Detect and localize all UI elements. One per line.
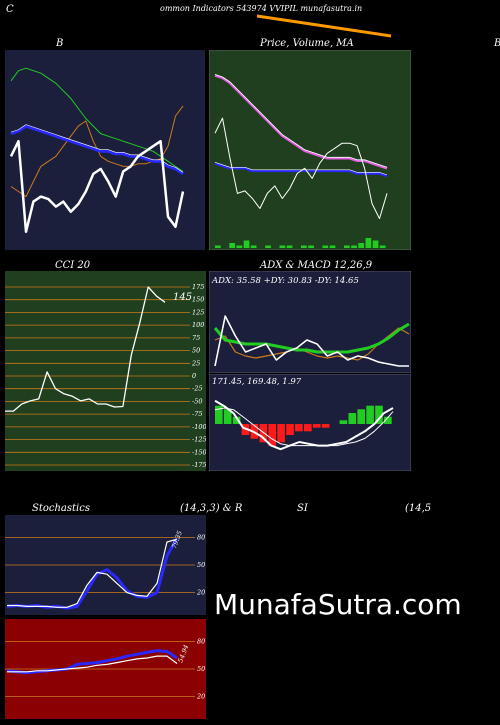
volume-bar: [243, 240, 250, 248]
cci-tick-label: 100: [192, 321, 204, 329]
plus-di-line: [213, 322, 410, 354]
cci-panel-title: CCI 20: [55, 260, 91, 271]
volume-bar: [351, 245, 357, 248]
volume-bar: [372, 240, 379, 248]
stoch-tick-label: 50: [197, 561, 205, 569]
stoch-signal-line: [7, 538, 178, 608]
cci-tick-label: -50: [192, 397, 202, 405]
macd-histogram-bar: [304, 424, 312, 432]
volume-bar: [344, 245, 350, 248]
cci-tick-label: 25: [191, 359, 200, 367]
stoch-title-mid: (14,3,3) & R: [180, 503, 243, 514]
macd-signal-line: [214, 407, 394, 447]
stoch-main-line: [6, 537, 179, 610]
cci-tick-label: 50: [192, 347, 200, 355]
ma-long-outline: [214, 74, 388, 168]
cci-tick-label: 75: [192, 334, 200, 342]
cci-tick-label: -175: [192, 461, 206, 469]
rsi-title: SI: [297, 503, 308, 514]
volume-bar: [236, 245, 243, 248]
volume-bar: [365, 238, 372, 248]
volume-bar: [250, 245, 257, 248]
header-decoration-stroke: [256, 14, 392, 38]
rsi-tick-label: 80: [197, 637, 205, 645]
stoch-tick-label: 80: [197, 533, 205, 541]
macd-histogram-bar: [339, 420, 348, 424]
cci-tick-label: -75: [192, 410, 202, 418]
volume-bar: [329, 245, 336, 248]
rsi-tick-label: 20: [196, 693, 205, 701]
macd-histogram-bar: [223, 409, 232, 424]
macd-histogram-bar: [321, 424, 330, 428]
macd-histogram-bar: [259, 424, 268, 443]
volume-bar: [265, 245, 271, 248]
volume-bar: [229, 243, 235, 248]
macd-histogram-bar: [286, 424, 294, 435]
adx-panel: ADX: 35.58 +DY: 30.83 -DY: 14.65: [209, 271, 411, 373]
macd-histogram-bar: [277, 424, 285, 443]
bb-upper-band-line: [10, 67, 184, 172]
adx-readout: ADX: 35.58 +DY: 30.83 -DY: 14.65: [211, 276, 359, 286]
rsi-signal-line: [7, 655, 178, 673]
ma-long-line: [214, 74, 388, 170]
bb-panel: [5, 50, 205, 250]
macd-line: [214, 399, 394, 451]
macd-histogram-bar: [366, 405, 374, 424]
price-panel: [209, 50, 411, 250]
rsi-title-right: (14,5: [405, 503, 432, 514]
price-close-line: [214, 117, 388, 220]
macd-histogram-bar: [312, 424, 321, 428]
cci-tick-label: 125: [192, 308, 204, 316]
right-edge-title: B: [494, 38, 500, 49]
cci-tick-label: 175: [192, 283, 204, 291]
price-panel-title: Price, Volume, MA: [260, 38, 354, 49]
cci-tick-label: 150: [192, 296, 204, 304]
macd-histogram-bar: [295, 424, 303, 432]
bb-middle-band-outline: [10, 124, 184, 173]
macd-histogram-bar: [384, 416, 392, 424]
rsi-tick-label: 50: [197, 665, 205, 673]
adx-panel-title: ADX & MACD 12,26,9: [260, 260, 373, 271]
macd-histogram-bar: [357, 409, 365, 424]
volume-bar: [301, 245, 307, 248]
cci-value-label: 145: [173, 292, 192, 303]
header-left-char: C: [6, 4, 14, 15]
volume-bar: [322, 245, 329, 248]
macd-histogram-bar: [232, 416, 241, 424]
stoch-title-left: Stochastics: [32, 503, 90, 514]
macd-histogram-bar: [268, 424, 276, 446]
cci-tick-label: 0: [192, 372, 196, 380]
minus-di-line: [214, 315, 409, 367]
volume-bar: [358, 243, 364, 248]
macd-histogram-bar: [215, 405, 223, 424]
macd-panel: 171.45, 169.48, 1.97: [209, 374, 411, 471]
cci-tick-label: -125: [192, 436, 206, 444]
volume-bar: [215, 245, 221, 248]
cci-tick-label: -25: [192, 385, 202, 393]
macd-histogram-bar: [375, 405, 383, 424]
rsi-main-line: [6, 649, 178, 675]
brand-watermark: MunafaSutra.com: [214, 588, 462, 621]
cci-line: [5, 286, 166, 412]
bb-price-line: [9, 139, 185, 234]
macd-histogram-bar: [348, 413, 357, 424]
stoch-tick-label: 20: [196, 589, 205, 597]
volume-bar: [308, 245, 314, 248]
ma-mid-outline: [214, 162, 388, 176]
macd-readout: 171.45, 169.48, 1.97: [212, 377, 302, 387]
bb-panel-title: B: [56, 38, 64, 49]
cci-tick-label: -150: [192, 448, 206, 456]
bb-middle-band-line: [10, 124, 184, 176]
cci-panel: 175 150 125 100 75 50 25 0 -25 -50 -75 -100 -125 -150…: [5, 271, 206, 471]
volume-bar: [286, 245, 293, 248]
volume-bar: [279, 245, 286, 248]
chart-header-title: ommon Indicators 543974 VVIPIL munafasut…: [160, 4, 363, 13]
volume-bar: [379, 245, 386, 248]
cci-tick-label: -100: [192, 423, 206, 431]
